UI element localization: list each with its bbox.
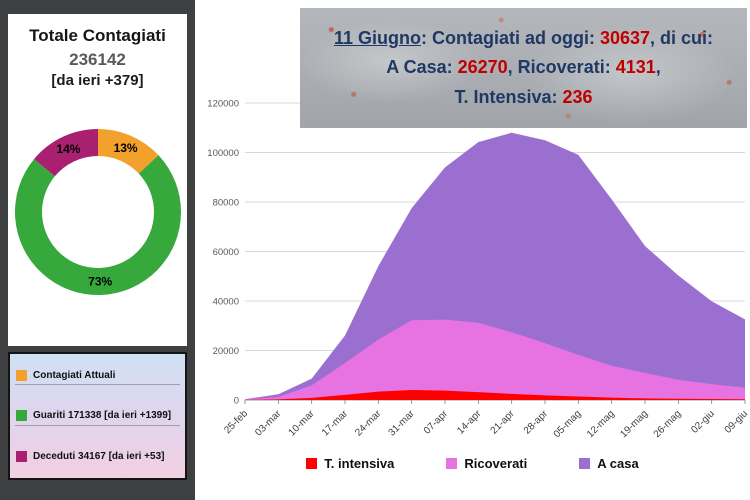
daily-summary-banner: 11 Giugno: Contagiati ad oggi: 30637, di… — [300, 8, 747, 128]
donut-legend: Contagiati Attuali Guariti 171338 [da ier… — [8, 352, 187, 480]
area-series-ricoverati — [245, 319, 745, 400]
x-axis-tick-label: 28-apr — [522, 408, 551, 437]
y-axis-tick-label: 20000 — [213, 346, 239, 357]
legend-swatch — [16, 370, 27, 382]
summary-date: 11 Giugno — [333, 28, 421, 49]
legend-item-label: Guariti 171338 [da ieri +1399] — [33, 410, 172, 422]
donut-segment-guariti — [14, 155, 181, 295]
donut-segment-percentage: 13% — [113, 141, 137, 155]
x-axis-tick-label: 24-mar — [353, 408, 384, 439]
legend-swatch — [16, 410, 27, 422]
x-axis-tick-label: 26-mag — [652, 408, 684, 440]
totals-card: Totale Contagiati 236142 [da ieri +379] … — [8, 14, 187, 346]
summary-hosp-value: 4131 — [615, 57, 656, 78]
chart-legend: T. intensiva Ricoverati A casa — [195, 456, 750, 471]
chart-legend-swatch — [306, 458, 318, 469]
legend-swatch — [16, 450, 27, 462]
donut-segment-deceduti — [33, 129, 98, 177]
summary-line-3: T. Intensiva: 236 — [300, 83, 747, 112]
y-axis-tick-label: 60000 — [213, 247, 239, 258]
x-axis-tick-label: 17-mar — [320, 408, 351, 439]
y-axis-tick-label: 80000 — [213, 198, 239, 209]
x-axis-tick-label: 19-mag — [618, 408, 650, 440]
chart-legend-label: T. intensiva — [324, 456, 395, 471]
y-axis-tick-label: 120000 — [207, 99, 239, 110]
stacked-area-chart-wrap: 0 20000 40000 60000 80000 100000 120000 25-feb 0… — [195, 52, 750, 452]
chart-legend-item: T. intensiva — [306, 456, 394, 471]
x-axis-tick-label: 09-giu — [723, 408, 750, 435]
x-axis-tick-label: 03-mar — [253, 408, 284, 439]
summary-total-cases: 30637 — [599, 28, 651, 49]
left-panel: Totale Contagiati 236142 [da ieri +379] … — [0, 0, 195, 500]
chart-legend-swatch — [579, 458, 591, 469]
donut-segment-contagiati-attuali — [97, 129, 159, 174]
summary-icu-label: T. Intensiva: — [454, 86, 563, 107]
donut-segment-percentage: 73% — [88, 274, 112, 288]
y-axis-tick-label: 40000 — [213, 297, 239, 308]
summary-line-1: 11 Giugno: Contagiati ad oggi: 30637, di… — [300, 24, 747, 53]
totals-delta: [da ieri +379] — [51, 72, 144, 89]
x-axis-tick-label: 21-apr — [489, 408, 518, 437]
x-axis-tick-label: 10-mar — [287, 408, 318, 439]
totals-value: 236142 — [69, 50, 126, 69]
totals-title: Totale Contagiati — [29, 26, 166, 45]
summary-hosp-label: , Ricoverati: — [507, 57, 616, 78]
donut-segment-percentage: 14% — [56, 142, 80, 156]
legend-item-label: Contagiati Attuali — [33, 369, 116, 381]
area-series-t-intensiva — [245, 390, 745, 400]
summary-text: , — [655, 57, 661, 78]
legend-item: Deceduti 34167 [da ieri +53] — [15, 448, 180, 466]
x-axis-tick-label: 25-feb — [222, 408, 250, 436]
chart-legend-swatch — [446, 458, 458, 469]
legend-item: Guariti 171338 [da ieri +1399] — [15, 407, 180, 426]
x-axis-tick-label: 31-mar — [387, 408, 418, 439]
summary-icu-value: 236 — [562, 86, 593, 107]
y-axis-tick-label: 100000 — [207, 148, 239, 159]
summary-home-value: 26270 — [457, 57, 508, 78]
x-axis-tick-label: 12-mag — [585, 408, 617, 440]
x-axis-tick-label: 05-mag — [552, 408, 584, 440]
summary-text: , di cui: — [650, 28, 714, 49]
area-series-a-casa — [245, 132, 745, 401]
chart-legend-item: A casa — [579, 456, 639, 471]
summary-home-label: A Casa: — [386, 57, 458, 78]
summary-line-2: A Casa: 26270, Ricoverati: 4131, — [300, 53, 747, 82]
x-axis-tick-label: 14-apr — [455, 408, 484, 437]
legend-item: Contagiati Attuali — [15, 367, 180, 386]
chart-legend-item: Ricoverati — [446, 456, 527, 471]
legend-item-label: Deceduti 34167 [da ieri +53] — [33, 450, 165, 462]
chart-legend-label: A casa — [597, 456, 639, 471]
summary-text: : Contagiati ad oggi: — [420, 28, 600, 49]
donut-chart: 13% 73% 14% — [14, 129, 181, 295]
x-axis-tick-label: 02-giu — [689, 408, 716, 435]
y-axis-tick-label: 0 — [234, 396, 239, 407]
chart-legend-label: Ricoverati — [464, 456, 528, 471]
x-axis-tick-label: 07-apr — [422, 408, 451, 437]
